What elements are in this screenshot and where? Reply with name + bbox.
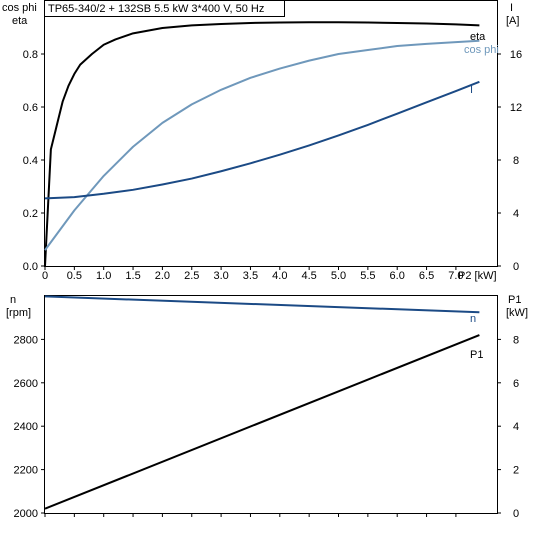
- x-tick-label: 2.0: [155, 270, 170, 282]
- bottom-series-labels: n P1: [470, 313, 483, 361]
- left-tick-label: 0.2: [23, 208, 38, 220]
- left-tick-label: 2400: [14, 421, 38, 433]
- bottom-right-axis-label-1: P1: [508, 294, 521, 306]
- series-label-i: I: [470, 84, 473, 96]
- left-tick-label: 0.6: [23, 102, 38, 114]
- right-tick-label: 12: [510, 102, 522, 114]
- left-tick-label: 0.0: [23, 261, 38, 273]
- right-tick-label: 16: [510, 49, 522, 61]
- x-tick-label: 7.0: [448, 270, 463, 282]
- series-label-cos-phi: cos phi: [464, 44, 499, 56]
- x-tick-label: 3.5: [243, 270, 258, 282]
- series-line-i: [44, 80, 480, 200]
- right-tick-label: 4: [513, 421, 519, 433]
- bottom-panel: n [rpm] P1 [kW] 2000 2200 2400 2600 2800 0 2 4 6…: [6, 294, 528, 520]
- left-tick-label: 0.4: [23, 155, 38, 167]
- left-tick-label: 0.8: [23, 49, 38, 61]
- left-tick-label: 2800: [14, 334, 38, 346]
- bottom-plot-frame: [44, 295, 498, 514]
- x-tick-label: 4.0: [272, 270, 287, 282]
- left-tick-label: 2200: [14, 465, 38, 477]
- x-tick-label: 6.0: [390, 270, 405, 282]
- x-tick-label: 5.0: [331, 270, 346, 282]
- right-tick-label: 0: [513, 261, 519, 273]
- x-tick-label: 2.5: [184, 270, 199, 282]
- bottom-series-lines: [44, 295, 480, 510]
- left-tick-label: 2000: [14, 508, 38, 520]
- series-label-p1: P1: [470, 349, 483, 361]
- x-axis-label: P2 [kW]: [458, 270, 497, 282]
- top-right-axis-label-2: [A]: [506, 15, 519, 27]
- bottom-left-axis-label-1: n: [10, 294, 16, 306]
- bottom-axis-ticks: 2000 2200 2400 2600 2800 0 2 4 6 8: [14, 334, 520, 520]
- right-tick-label: 6: [513, 378, 519, 390]
- series-line-p1: [44, 334, 480, 510]
- title-box: [44, 0, 285, 17]
- right-tick-label: 4: [513, 208, 519, 220]
- x-tick-label: 1.0: [96, 270, 111, 282]
- bottom-right-axis-label-2: [kW]: [506, 307, 528, 319]
- x-tick-label: 0.5: [67, 270, 82, 282]
- top-right-axis-label-1: I: [510, 2, 513, 14]
- x-tick-label: 6.5: [419, 270, 434, 282]
- series-line-cos-phi: [44, 39, 480, 251]
- right-tick-label: 0: [513, 508, 519, 520]
- left-tick-label: 2600: [14, 378, 38, 390]
- series-line-n: [44, 295, 480, 314]
- right-tick-label: 8: [513, 155, 519, 167]
- series-label-eta: eta: [470, 31, 486, 43]
- top-left-axis-label-1: cos phi: [2, 2, 37, 14]
- x-tick-label: 3.0: [213, 270, 228, 282]
- right-tick-label: 8: [513, 334, 519, 346]
- top-left-axis-label-2: eta: [12, 15, 28, 27]
- x-tick-label: 1.5: [125, 270, 140, 282]
- x-tick-label: 4.5: [302, 270, 317, 282]
- top-panel: TP65-340/2 + 132SB 5.5 kW 3*400 V, 50 Hz…: [2, 0, 522, 282]
- x-tick-label: 0: [42, 270, 48, 282]
- top-axis-ticks: 0.0 0.2 0.4 0.6 0.8 0 4 8 12 16 0 0.5 1.0 1.5 2.0 2.5 3.…: [23, 49, 522, 282]
- right-tick-label: 2: [513, 465, 519, 477]
- top-series-lines: [44, 21, 480, 267]
- chart-title: TP65-340/2 + 132SB 5.5 kW 3*400 V, 50 Hz: [48, 3, 264, 15]
- x-tick-label: 5.5: [360, 270, 375, 282]
- series-label-n: n: [470, 313, 476, 325]
- series-line-eta: [44, 21, 480, 267]
- bottom-left-axis-label-2: [rpm]: [6, 307, 31, 319]
